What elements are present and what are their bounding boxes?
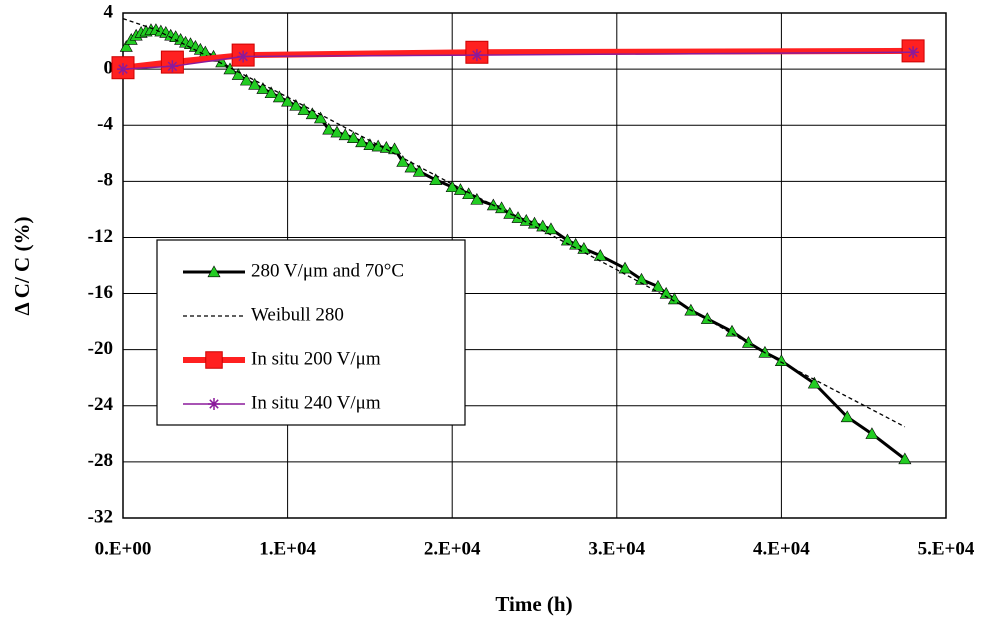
x-tick-label: 5.E+04 <box>918 538 975 559</box>
x-tick-label: 2.E+04 <box>424 538 481 559</box>
data-point <box>725 324 739 337</box>
legend-label: In situ 240 V/μm <box>251 392 381 413</box>
data-point <box>634 272 648 285</box>
data-point <box>412 164 426 177</box>
y-tick-label: -16 <box>88 282 113 303</box>
legend-label: In situ 200 V/μm <box>251 348 381 369</box>
plot-frame <box>122 12 947 519</box>
data-point <box>840 410 854 423</box>
data-point <box>314 111 328 124</box>
data-point <box>453 183 467 195</box>
y-tick-label: -28 <box>88 450 113 471</box>
data-point <box>264 86 278 99</box>
x-tick-label: 4.E+04 <box>753 538 810 559</box>
data-point <box>807 376 821 389</box>
data-point <box>659 286 673 299</box>
data-point <box>470 49 483 62</box>
data-point <box>355 135 369 148</box>
data-point <box>667 292 681 305</box>
data-point <box>231 68 245 80</box>
y-tick-label: -32 <box>88 506 113 527</box>
legend: 280 V/μm and 70°C Weibull 280 In situ 200 … <box>156 239 466 426</box>
data-point <box>256 82 270 94</box>
data-point <box>223 62 237 75</box>
data-point <box>758 345 772 358</box>
legend-label: 280 V/μm and 70°C <box>251 260 404 281</box>
y-tick-label: 0 <box>104 57 114 78</box>
x-tick-label: 3.E+04 <box>588 538 645 559</box>
data-point <box>248 77 262 90</box>
data-point <box>330 125 344 138</box>
data-point <box>338 128 352 141</box>
data-point <box>371 139 385 152</box>
data-point <box>429 173 443 186</box>
data-point <box>237 50 250 63</box>
data-point <box>560 233 574 246</box>
y-tick-label: -4 <box>97 114 113 135</box>
series-line <box>122 17 906 428</box>
data-point <box>363 138 377 150</box>
legend-marker <box>207 265 221 278</box>
data-point <box>272 90 286 103</box>
y-tick-label: -8 <box>97 170 113 191</box>
x-tick-label: 0.E+00 <box>95 538 152 559</box>
data-point <box>404 160 418 173</box>
data-point <box>305 107 319 120</box>
y-tick-label: -20 <box>88 338 113 359</box>
legend-label: Weibull 280 <box>251 304 344 325</box>
data-point <box>618 261 632 274</box>
data-point <box>907 46 920 59</box>
data-point <box>527 216 542 229</box>
y-tick-label: -24 <box>88 394 114 415</box>
data-point <box>322 122 336 135</box>
data-point <box>462 187 476 200</box>
x-axis-title: Time (h) <box>495 592 572 616</box>
y-tick-label: -12 <box>88 226 113 247</box>
data-point <box>119 40 133 52</box>
y-axis-title: Δ C/ C (%) <box>10 217 34 316</box>
legend-marker <box>205 351 223 369</box>
legend-marker <box>208 398 220 410</box>
data-point <box>166 60 179 73</box>
data-point <box>544 222 558 235</box>
data-point <box>239 73 253 86</box>
data-point <box>774 354 788 366</box>
y-tick-label: 4 <box>104 1 114 22</box>
data-point <box>346 131 360 143</box>
data-point <box>898 452 912 465</box>
data-point <box>117 63 129 76</box>
x-tick-label: 1.E+04 <box>259 538 316 559</box>
data-point <box>289 98 303 111</box>
data-point <box>396 155 410 167</box>
data-point <box>281 94 295 107</box>
data-point <box>865 427 879 439</box>
data-point <box>297 103 311 115</box>
data-point <box>651 279 665 292</box>
